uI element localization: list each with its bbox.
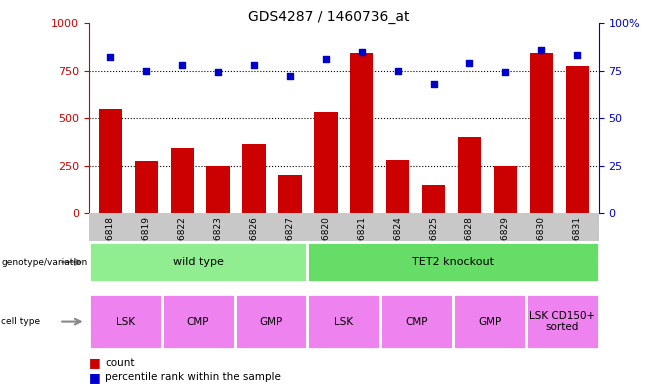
Text: GSM686824: GSM686824 [393,217,402,271]
Bar [350,53,374,213]
Text: GSM686822: GSM686822 [178,217,187,271]
Text: GSM686830: GSM686830 [537,217,546,271]
Bar [135,161,158,213]
Text: GDS4287 / 1460736_at: GDS4287 / 1460736_at [248,10,410,23]
Text: LSK CD150+
sorted: LSK CD150+ sorted [529,311,595,333]
Text: LSK: LSK [334,316,353,327]
Point [213,70,223,76]
Point [536,46,547,53]
Text: GSM686827: GSM686827 [286,217,294,271]
Text: wild type: wild type [172,257,224,267]
Text: percentile rank within the sample: percentile rank within the sample [105,372,281,382]
Point [500,70,511,76]
Text: GSM686823: GSM686823 [214,217,222,271]
Point [285,73,295,79]
Bar [170,147,194,213]
Bar [207,166,230,213]
Text: cell type: cell type [1,317,40,326]
Bar [566,66,589,213]
Text: CMP: CMP [405,316,428,327]
Text: count: count [105,358,135,368]
Bar [422,185,445,213]
Text: TET2 knockout: TET2 knockout [412,257,494,267]
Point [249,62,259,68]
Point [572,52,582,58]
Point [392,68,403,74]
Bar [314,113,338,213]
Text: GSM686819: GSM686819 [141,217,151,271]
Bar [278,175,301,213]
Text: genotype/variation: genotype/variation [1,258,88,266]
Text: GSM686831: GSM686831 [572,217,582,271]
Bar [99,109,122,213]
Point [105,54,116,60]
Text: GSM686828: GSM686828 [465,217,474,271]
Text: CMP: CMP [187,316,209,327]
Text: GSM686829: GSM686829 [501,217,510,271]
Text: GSM686825: GSM686825 [429,217,438,271]
Point [428,81,439,87]
Point [177,62,188,68]
Text: ■: ■ [89,356,101,369]
Text: GMP: GMP [478,316,501,327]
Bar [386,160,409,213]
Bar [242,144,266,213]
Text: GSM686818: GSM686818 [106,217,115,271]
Text: GSM686820: GSM686820 [321,217,330,271]
Bar [458,137,481,213]
Point [357,48,367,55]
Point [141,68,151,74]
Bar [494,166,517,213]
Point [320,56,331,62]
Text: GMP: GMP [259,316,282,327]
Text: GSM686821: GSM686821 [357,217,367,271]
Text: GSM686826: GSM686826 [249,217,259,271]
Bar [530,53,553,213]
Text: ■: ■ [89,371,101,384]
Point [465,60,475,66]
Text: LSK: LSK [116,316,135,327]
